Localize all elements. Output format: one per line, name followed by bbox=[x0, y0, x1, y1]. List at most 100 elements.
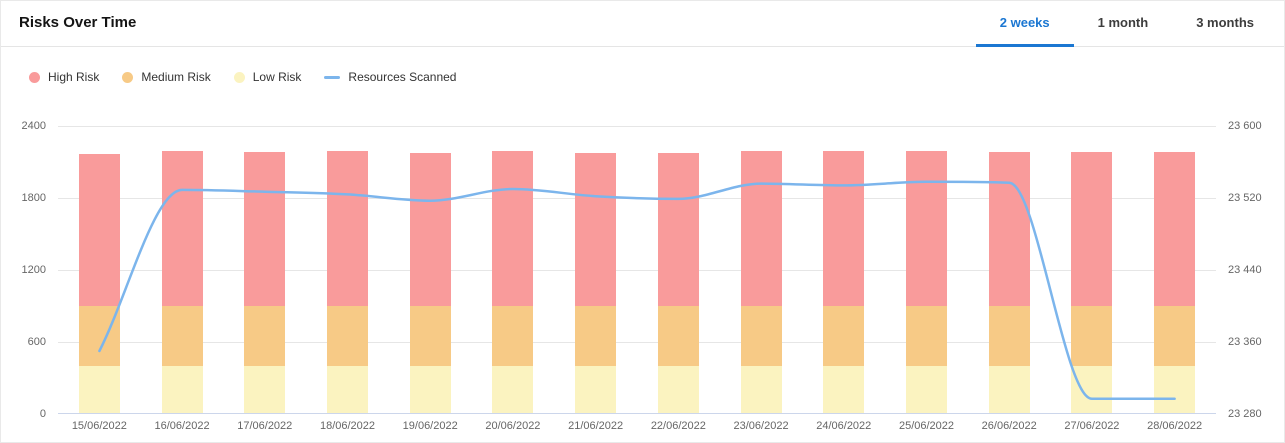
bar-22-06-2022[interactable] bbox=[657, 126, 699, 414]
medium-risk-segment bbox=[823, 306, 865, 366]
grid-line bbox=[58, 270, 1216, 271]
medium-risk-segment bbox=[161, 306, 203, 366]
high-risk-segment bbox=[657, 153, 699, 306]
bar-17-06-2022[interactable] bbox=[244, 126, 286, 414]
legend-item-low-risk[interactable]: Low Risk bbox=[233, 70, 302, 84]
x-axis-label: 17/06/2022 bbox=[237, 420, 293, 432]
left-axis-tick: 0 bbox=[39, 408, 46, 420]
legend-item-medium-risk[interactable]: Medium Risk bbox=[122, 70, 211, 84]
high-risk-segment bbox=[1071, 152, 1113, 306]
low-risk-segment bbox=[740, 366, 782, 414]
low-risk-segment bbox=[1154, 366, 1196, 414]
low-risk-marker-icon bbox=[233, 71, 245, 83]
x-axis-label: 18/06/2022 bbox=[319, 420, 376, 432]
page-title: Risks Over Time bbox=[19, 14, 137, 31]
high-risk-segment bbox=[78, 154, 120, 306]
legend-item-resources-scanned[interactable]: Resources Scanned bbox=[324, 70, 456, 84]
resources-scanned-line[interactable] bbox=[58, 126, 1216, 414]
low-risk-segment bbox=[244, 366, 286, 414]
high-risk-segment bbox=[906, 151, 947, 306]
bar-19-06-2022[interactable] bbox=[409, 126, 451, 414]
legend-label: High Risk bbox=[48, 70, 100, 84]
high-risk-marker-icon bbox=[29, 71, 40, 83]
high-risk-segment bbox=[575, 153, 617, 306]
tab-3-months[interactable]: 3 months bbox=[1196, 15, 1254, 30]
right-axis-tick: 23 440 bbox=[1228, 264, 1262, 276]
chart-legend: High Risk Medium Risk Low Risk Resources Sc… bbox=[29, 70, 456, 84]
x-axis-labels: 15/06/2022 16/06/2022 17/06/2022 18/06/2022… bbox=[58, 420, 1216, 436]
bar-27-06-2022[interactable] bbox=[1071, 126, 1113, 414]
medium-risk-segment bbox=[327, 306, 368, 366]
low-risk-segment bbox=[1071, 366, 1113, 414]
bar-15-06-2022[interactable] bbox=[78, 126, 120, 414]
x-axis-label: 22/06/2022 bbox=[650, 420, 706, 432]
high-risk-segment bbox=[1154, 152, 1196, 306]
right-axis-tick: 23 280 bbox=[1228, 408, 1262, 420]
resources-scanned-marker-icon bbox=[324, 75, 341, 79]
high-risk-segment bbox=[492, 151, 534, 306]
bar-24-06-2022[interactable] bbox=[823, 126, 865, 414]
legend-label: Medium Risk bbox=[141, 70, 211, 84]
right-axis-tick: 23 520 bbox=[1228, 192, 1262, 204]
medium-risk-segment bbox=[657, 306, 699, 366]
grid-line bbox=[58, 342, 1216, 343]
bar-26-06-2022[interactable] bbox=[988, 126, 1030, 414]
x-axis-label: 24/06/2022 bbox=[816, 420, 872, 432]
x-axis-label: 25/06/2022 bbox=[898, 420, 955, 432]
bar-23-06-2022[interactable] bbox=[740, 126, 782, 414]
x-axis-label: 26/06/2022 bbox=[981, 420, 1037, 432]
bar-16-06-2022[interactable] bbox=[161, 126, 203, 414]
x-axis-label: 28/06/2022 bbox=[1147, 420, 1203, 432]
low-risk-segment bbox=[78, 366, 120, 414]
high-risk-segment bbox=[244, 152, 286, 306]
medium-risk-segment bbox=[906, 306, 947, 366]
x-axis-line bbox=[58, 413, 1216, 414]
x-axis-label: 19/06/2022 bbox=[402, 420, 458, 432]
left-axis-tick: 1800 bbox=[21, 192, 46, 204]
medium-risk-segment bbox=[409, 306, 451, 366]
medium-risk-segment bbox=[988, 306, 1030, 366]
low-risk-segment bbox=[327, 366, 368, 414]
x-axis-label: 27/06/2022 bbox=[1064, 420, 1120, 432]
medium-risk-segment bbox=[740, 306, 782, 366]
low-risk-segment bbox=[906, 366, 947, 414]
low-risk-segment bbox=[657, 366, 699, 414]
x-axis-label: 23/06/2022 bbox=[733, 420, 789, 432]
bar-20-06-2022[interactable] bbox=[492, 126, 534, 414]
time-range-tabs: 2 weeks 1 month 3 months bbox=[975, 1, 1278, 47]
high-risk-segment bbox=[327, 151, 368, 306]
high-risk-segment bbox=[161, 151, 203, 306]
right-axis-tick: 23 600 bbox=[1228, 120, 1262, 132]
high-risk-segment bbox=[823, 151, 865, 306]
bar-25-06-2022[interactable] bbox=[906, 126, 947, 414]
low-risk-segment bbox=[161, 366, 203, 414]
x-axis-label: 21/06/2022 bbox=[568, 420, 624, 432]
tab-2-weeks[interactable]: 2 weeks bbox=[975, 1, 1074, 47]
high-risk-segment bbox=[740, 151, 782, 306]
low-risk-segment bbox=[409, 366, 451, 414]
low-risk-segment bbox=[492, 366, 534, 414]
medium-risk-segment bbox=[1154, 306, 1196, 366]
x-axis-label: 16/06/2022 bbox=[154, 420, 210, 432]
widget-header: Risks Over Time 2 weeks 1 month 3 months bbox=[1, 1, 1284, 47]
low-risk-segment bbox=[988, 366, 1030, 414]
legend-item-high-risk[interactable]: High Risk bbox=[29, 70, 99, 84]
bar-21-06-2022[interactable] bbox=[575, 126, 617, 414]
legend-label: Resources Scanned bbox=[348, 70, 457, 84]
bar-28-06-2022[interactable] bbox=[1154, 126, 1196, 414]
tab-1-month[interactable]: 1 month bbox=[1097, 15, 1149, 30]
plot-area bbox=[58, 126, 1216, 414]
high-risk-segment bbox=[409, 153, 451, 306]
grid-line bbox=[58, 126, 1216, 127]
high-risk-segment bbox=[988, 152, 1030, 306]
bar-18-06-2022[interactable] bbox=[327, 126, 368, 414]
medium-risk-segment bbox=[244, 306, 286, 366]
medium-risk-segment bbox=[78, 306, 120, 366]
low-risk-segment bbox=[823, 366, 865, 414]
legend-label: Low Risk bbox=[252, 70, 302, 84]
low-risk-segment bbox=[575, 366, 617, 414]
left-axis-tick: 1200 bbox=[21, 264, 46, 276]
medium-risk-segment bbox=[492, 306, 534, 366]
medium-risk-marker-icon bbox=[122, 71, 134, 83]
